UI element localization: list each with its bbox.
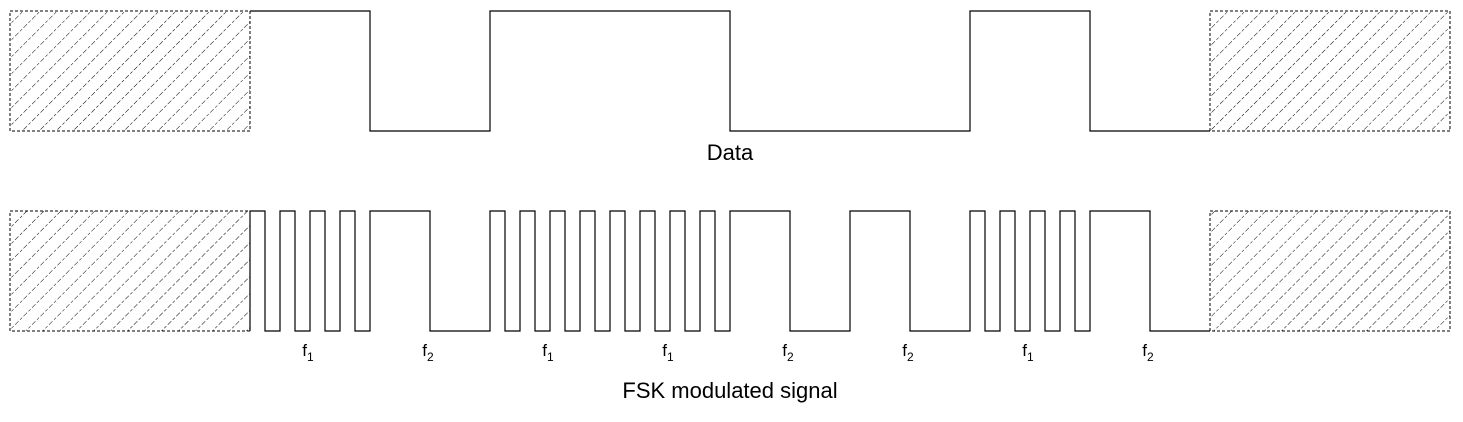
frequency-label: f2 [422,341,434,364]
fsk-hatched-region-right [1209,210,1451,332]
fsk-waveform [249,210,1210,332]
data-waveform [250,10,1210,132]
frequency-label: f1 [1022,341,1034,364]
fsk-hatched-region-left [9,210,251,332]
frequency-label: f2 [1142,341,1154,364]
signal-caption: FSK modulated signal [622,378,837,403]
frequency-labels: f1 f2 f1 f1 f2 f2 f1 f2 [302,341,1154,364]
data-waveform-section: Data [9,10,1451,165]
fsk-signal-section: f1 f2 f1 f1 f2 f2 f1 f2 FSK modulated signal [9,210,1451,403]
frequency-label: f1 [662,341,674,364]
data-caption: Data [707,140,754,165]
frequency-label: f2 [782,341,794,364]
data-hatched-region-left [9,10,251,132]
frequency-label: f1 [542,341,554,364]
data-hatched-region-right [1209,10,1451,132]
frequency-label: f1 [302,341,314,364]
frequency-label: f2 [902,341,914,364]
